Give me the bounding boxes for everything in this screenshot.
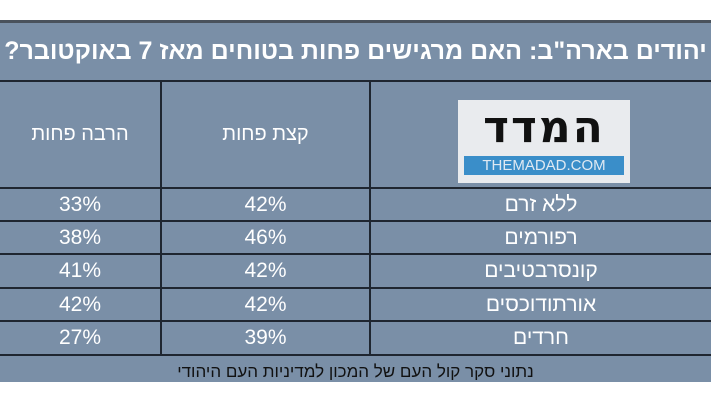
value-somewhat-less: 42% <box>244 192 287 216</box>
value-much-less: 33% <box>58 192 102 216</box>
value-much-less: 38% <box>58 225 102 249</box>
row-label: רפורמים <box>504 225 578 249</box>
value-much-less: 41% <box>58 259 102 282</box>
grid-line <box>160 82 162 356</box>
value-somewhat-less: 46% <box>244 225 287 249</box>
row-label: ללא זרם <box>504 192 578 216</box>
value-somewhat-less: 39% <box>244 326 287 349</box>
value-somewhat-less: 42% <box>244 292 287 316</box>
grid-line <box>369 82 371 356</box>
value-much-less: 27% <box>58 326 102 349</box>
row-label: אורתודוכסים <box>485 292 597 316</box>
grid-line <box>0 320 711 322</box>
grid-line <box>0 220 711 222</box>
column-header-somewhat-less: קצת פחות <box>222 123 309 145</box>
value-much-less: 42% <box>58 292 102 316</box>
grid-line <box>0 187 711 189</box>
row-label: קונסרבטיבים <box>484 259 598 282</box>
themadad-logo: המדד THEMADAD.COM <box>458 100 630 183</box>
logo-hebrew-text: המדד <box>483 102 605 153</box>
logo-url-bar: THEMADAD.COM <box>464 156 624 175</box>
grid-line <box>0 354 711 356</box>
row-label: חרדים <box>513 326 569 349</box>
source-footer: נתוני סקר קול העם של המכון למדיניות העם … <box>177 361 534 381</box>
column-header-much-less: הרבה פחות <box>31 123 129 145</box>
survey-table: יהודים בארה"ב: האם מרגישים פחות בטוחים מ… <box>0 20 711 382</box>
value-somewhat-less: 42% <box>244 259 287 282</box>
grid-line <box>0 253 711 255</box>
grid-line <box>0 287 711 289</box>
table-title: יהודים בארה"ב: האם מרגישים פחות בטוחים מ… <box>0 23 711 82</box>
